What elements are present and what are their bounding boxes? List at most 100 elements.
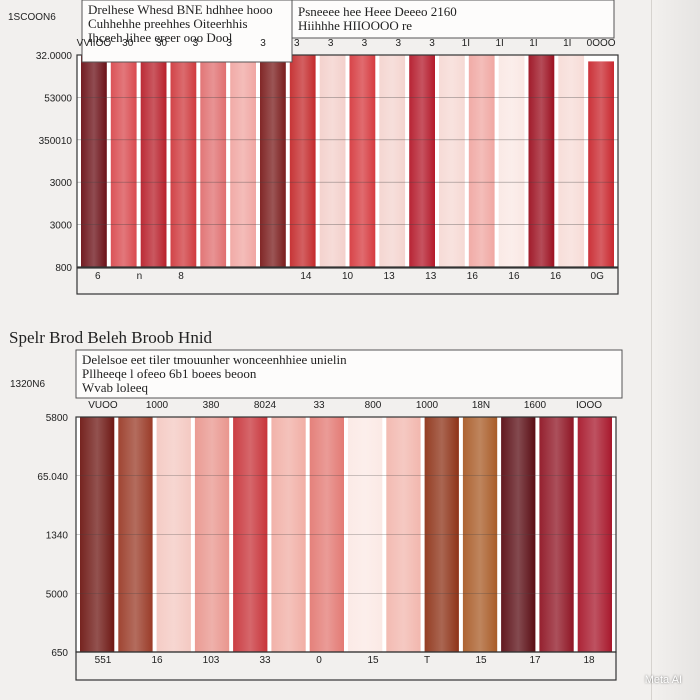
top-tick-label: 3 xyxy=(395,38,401,49)
top-tick-label: IOOO xyxy=(576,400,602,411)
bar xyxy=(498,55,525,267)
side-label: 1SCOON6 xyxy=(8,12,56,23)
bar xyxy=(528,55,555,267)
top-tick-label: 3 xyxy=(362,38,368,49)
y-tick-label: 32.0000 xyxy=(36,51,73,62)
bar xyxy=(81,55,107,267)
top-tick-label: 800 xyxy=(365,400,382,411)
header-box xyxy=(81,0,293,63)
bottom-tick-label: 103 xyxy=(203,655,220,666)
bar xyxy=(260,55,286,267)
top-tick-label: 8024 xyxy=(254,400,277,411)
y-tick-label: 350010 xyxy=(39,136,73,147)
bottom-tick-label: 13 xyxy=(384,271,396,282)
y-tick-label: 53000 xyxy=(44,93,72,104)
plot-area xyxy=(77,55,618,267)
bottom-tick-row xyxy=(75,651,617,681)
y-tick-label: 65.040 xyxy=(37,472,68,483)
bottom-tick-label: n xyxy=(137,271,143,282)
bottom-tick-label: 551 xyxy=(95,655,112,666)
bottom-tick-label: 0G xyxy=(591,271,605,282)
y-tick-label: 800 xyxy=(55,263,72,274)
header-line: Wvab loleeq xyxy=(82,380,149,395)
top-tick-label: 0OOO xyxy=(587,38,616,49)
header-line-right: Psneeee hee Heee Deeeo 2160 xyxy=(298,4,457,19)
top-tick-label: 1600 xyxy=(524,400,547,411)
bottom-tick-label: 13 xyxy=(425,271,437,282)
bottom-tick-label: 14 xyxy=(300,271,312,282)
bar xyxy=(588,61,614,268)
bottom-tick-label: 18 xyxy=(583,655,595,666)
top-tick-label: VVIIOO xyxy=(77,38,112,49)
top-tick-label: 3 xyxy=(193,38,199,49)
top-tick-label: 3 xyxy=(328,38,334,49)
header-box xyxy=(75,349,623,399)
top-tick-label: 3 xyxy=(429,38,435,49)
top-tick-label: 33 xyxy=(313,400,325,411)
bottom-tick-label: 17 xyxy=(529,655,541,666)
bottom-tick-label: 10 xyxy=(342,271,354,282)
y-tick-label: 3000 xyxy=(50,221,73,232)
bar xyxy=(289,55,316,267)
bar xyxy=(439,55,465,267)
bottom-tick-label: 8 xyxy=(178,271,184,282)
chart-bottom: 1320N6 5800 65.040 1340 5000 650 Delelsoe eet … xyxy=(10,349,623,681)
bottom-tick-row xyxy=(76,267,619,295)
bar xyxy=(409,55,435,267)
top-tick-label: 1I xyxy=(529,38,537,49)
bottom-tick-label: 16 xyxy=(467,271,479,282)
y-tick-label: 5000 xyxy=(46,589,69,600)
bottom-tick-label: T xyxy=(424,655,430,666)
header-line: Pllheeqe l ofeeo 6b1 boees beoon xyxy=(82,366,257,381)
bottom-tick-label: 15 xyxy=(367,655,379,666)
bottom-tick-label: 16 xyxy=(508,271,520,282)
bar xyxy=(558,55,585,267)
bottom-tick-label: 6 xyxy=(95,271,101,282)
y-tick-label: 1340 xyxy=(46,531,69,542)
bar xyxy=(110,55,137,267)
y-tick-label: 650 xyxy=(51,648,68,659)
top-tick-label: VUOO xyxy=(88,400,118,411)
top-tick-label: 30 xyxy=(122,38,134,49)
top-tick-label: 30 xyxy=(156,38,168,49)
bar xyxy=(379,55,406,267)
header-line-right: Hiihhhe HIIOOOO re xyxy=(298,18,412,33)
section-title: Spelr Brod Beleh Broob Hnid xyxy=(9,328,213,347)
top-tick-label: 1I xyxy=(462,38,470,49)
top-tick-label: 380 xyxy=(203,400,220,411)
header-line: Ihceeh lihee ereer ooo Dool xyxy=(88,30,233,45)
bar xyxy=(200,55,227,267)
header-line: Delelsoe eet tiler tmouunher wonceenhhie… xyxy=(82,352,347,367)
bottom-tick-label: 15 xyxy=(475,655,487,666)
chart-top: 1SCOON6 32.0000 53000 350010 3000 3000 800 Drel… xyxy=(8,0,619,295)
top-tick-label: 1I xyxy=(563,38,571,49)
header-line: Drelhese Whesd BNE hdhhee hooo xyxy=(88,2,273,17)
top-tick-label: 1000 xyxy=(146,400,169,411)
bar xyxy=(230,55,256,267)
header-line: Cuhhehhe preehhes Oiteerhhis xyxy=(88,16,248,31)
top-tick-label: 3 xyxy=(294,38,300,49)
bar xyxy=(140,55,167,267)
top-tick-label: 3 xyxy=(226,38,232,49)
side-label: 1320N6 xyxy=(10,379,45,390)
bottom-tick-label: 0 xyxy=(316,655,322,666)
plot-frame xyxy=(76,54,619,268)
bar xyxy=(349,55,376,267)
bottom-tick-label: 16 xyxy=(550,271,562,282)
chart-top-panel: 1SCOON6 32.0000 53000 350010 3000 3000 800 Drel… xyxy=(0,0,660,310)
top-tick-label: 1I xyxy=(495,38,503,49)
chart-bottom-panel: 1320N6 5800 65.040 1340 5000 650 Delelsoe eet … xyxy=(0,345,660,690)
bar xyxy=(319,55,346,267)
page-edge xyxy=(651,0,700,700)
top-tick-label: 1000 xyxy=(416,400,439,411)
y-tick-label: 3000 xyxy=(50,178,73,189)
bar xyxy=(170,55,197,267)
bar xyxy=(468,55,495,267)
watermark-text: Meta AI xyxy=(644,674,682,686)
y-tick-label: 5800 xyxy=(46,413,69,424)
bottom-tick-label: 16 xyxy=(151,655,163,666)
top-tick-label: 3 xyxy=(260,38,266,49)
top-tick-label: 18N xyxy=(472,400,490,411)
bottom-tick-label: 33 xyxy=(259,655,271,666)
header-box-right xyxy=(291,0,615,39)
